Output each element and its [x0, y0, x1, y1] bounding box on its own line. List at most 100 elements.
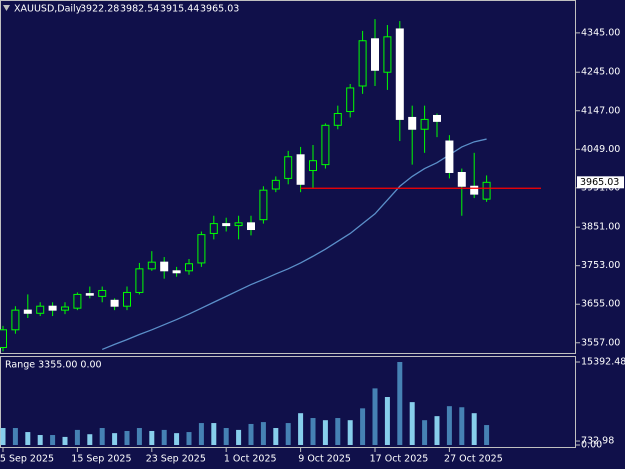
candle-body [147, 261, 156, 270]
range-bar [285, 423, 291, 445]
x-tick-label: 23 Sep 2025 [146, 454, 206, 465]
candle-body [433, 114, 441, 122]
range-bar [99, 428, 105, 445]
header-high: 3982.54 [120, 4, 159, 15]
range-bar [422, 420, 428, 445]
candle-body [271, 179, 280, 190]
range-bar [12, 428, 18, 445]
y2-tick-label: 732.98 [581, 436, 614, 447]
range-bar [25, 432, 31, 445]
candle-body [98, 289, 107, 297]
chart-title: XAUUSD,Daily [14, 4, 82, 15]
range-bar [310, 418, 316, 445]
range-bar [384, 397, 390, 445]
candle-body [296, 154, 305, 185]
range-bar [471, 413, 477, 445]
candle-body [36, 305, 45, 314]
y-tick-label: 3557.00 [581, 337, 620, 348]
x-tick-label: 1 Oct 2025 [224, 454, 277, 465]
y2-tick-label: 15392.48 [581, 357, 625, 368]
current-price-label: 3965.03 [580, 177, 619, 188]
x-tick-label: 15 Sep 2025 [71, 454, 131, 465]
range-bar [198, 423, 204, 445]
candle-body [85, 293, 94, 296]
x-tick-label: 17 Oct 2025 [370, 454, 429, 465]
x-tick-label: 9 Oct 2025 [298, 454, 351, 465]
range-bar [484, 425, 490, 445]
range-bar [211, 423, 217, 445]
range-bar [50, 435, 56, 445]
range-bar [434, 416, 440, 445]
y-tick-label: 4049.00 [581, 144, 620, 155]
range-bar [136, 428, 142, 445]
candle-body [135, 268, 144, 293]
candle-body [123, 291, 131, 307]
candle-body [0, 329, 7, 348]
candle-body [408, 116, 417, 130]
range-bar [87, 434, 93, 445]
y-tick-label: 4345.00 [581, 27, 620, 38]
header-low: 3915.44 [160, 4, 199, 15]
candle-body [234, 222, 243, 227]
y2-tick-label: 0.00 [581, 440, 602, 451]
range-bar [335, 418, 341, 445]
x-tick-label: 5 Sep 2025 [0, 454, 54, 465]
candle-body [420, 118, 429, 130]
candle-body [482, 181, 491, 200]
range-bar [124, 430, 130, 445]
candle-body [470, 185, 479, 195]
range-bar [149, 430, 155, 445]
range-bar [248, 423, 254, 445]
range-bar [0, 428, 6, 445]
range-bar [446, 406, 452, 445]
candle-body [259, 189, 268, 221]
header-close: 3965.03 [200, 4, 239, 15]
range-bar [74, 429, 80, 445]
range-bar [260, 422, 266, 445]
range-bar [322, 420, 328, 445]
candle-body [73, 293, 82, 309]
y-tick-label: 3753.00 [581, 260, 620, 271]
indicator-pane-border [0, 356, 576, 448]
range-bar [360, 408, 366, 445]
candle-body [371, 38, 379, 71]
candle-body [445, 140, 454, 173]
range-bar [409, 402, 415, 445]
candle-body [333, 113, 342, 126]
indicator-label: Range 3355.00 0.00 [5, 360, 102, 371]
candle-body [321, 124, 330, 166]
range-bar [112, 433, 118, 445]
candle-body [61, 306, 69, 311]
range-bar [298, 413, 304, 445]
candle-body [284, 156, 293, 179]
candle-body [247, 222, 255, 231]
candle-body [383, 36, 392, 73]
current-price-box [577, 176, 624, 189]
candle-body [197, 234, 206, 264]
x-tick-label: 27 Oct 2025 [444, 454, 503, 465]
range-bar [372, 388, 378, 445]
range-bar [397, 362, 403, 445]
range-bar [174, 433, 180, 445]
menu-icon [3, 5, 10, 11]
candle-body [48, 305, 57, 311]
candle-body [457, 171, 466, 187]
range-bar [223, 428, 229, 445]
candle-body [309, 160, 317, 172]
moving-average [101, 138, 487, 351]
candle-body [160, 261, 169, 272]
range-bar [459, 407, 465, 445]
y-tick-label: 4245.00 [581, 67, 620, 78]
range-bar [37, 435, 43, 445]
candle-body [23, 309, 32, 314]
candle-body [346, 87, 355, 113]
range-bar [186, 432, 192, 445]
candle-body [358, 40, 367, 87]
range-bar [347, 420, 353, 445]
range-bar [161, 429, 167, 445]
y-tick-label: 4147.00 [581, 105, 620, 116]
y-tick-label: 3851.00 [581, 222, 620, 233]
header-open: 3922.28 [80, 4, 119, 15]
